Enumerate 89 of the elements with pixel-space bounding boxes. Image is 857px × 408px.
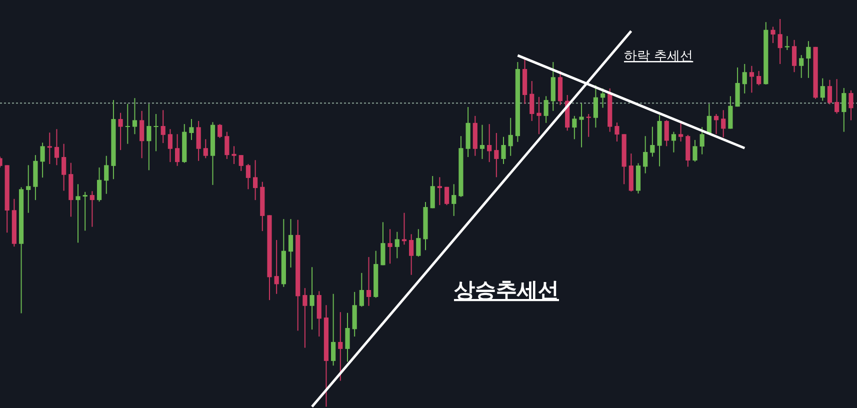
candlestick [118, 112, 123, 151]
candlestick [834, 78, 840, 114]
candlestick [444, 186, 450, 206]
candlestick [40, 142, 45, 178]
candlestick [728, 96, 733, 130]
candlestick [714, 113, 719, 135]
candlestick [416, 228, 421, 258]
candlestick [394, 231, 400, 259]
candlestick [784, 36, 790, 51]
candlestick [799, 54, 804, 78]
candlestick [47, 132, 52, 164]
candlestick [345, 312, 350, 362]
candlestick [487, 124, 492, 163]
candlestick [579, 103, 584, 148]
candlestick [586, 113, 591, 138]
annotation: 하락 추세선 [624, 49, 694, 64]
candlestick [196, 120, 201, 162]
candlestick [54, 128, 60, 166]
candlestick [238, 154, 244, 172]
candlestick [359, 272, 364, 308]
candlestick [132, 98, 138, 135]
candlestick [90, 190, 94, 228]
annotation: 상승추세선 [454, 278, 559, 302]
candlestick [62, 143, 66, 192]
candlestick [770, 26, 776, 44]
candlestick [125, 103, 130, 144]
candlestick [302, 288, 308, 348]
candlestick [650, 126, 655, 158]
candlestick [430, 176, 435, 209]
candlestick [692, 139, 698, 162]
candlestick [536, 96, 542, 135]
candlestick [160, 110, 166, 144]
candlestick [530, 80, 534, 122]
candlestick [203, 138, 208, 159]
candlestick [452, 184, 456, 216]
candlestick [501, 136, 506, 164]
candlestick [700, 126, 704, 155]
candlestick [820, 78, 825, 102]
candlestick [721, 110, 726, 138]
candlestick [778, 18, 782, 64]
candlestick [593, 84, 598, 128]
candlestick [232, 146, 236, 164]
candlestick [678, 122, 684, 142]
candlestick [224, 131, 230, 160]
candlestick [380, 222, 386, 266]
candlestick [96, 166, 102, 202]
candlestick [749, 65, 754, 94]
candlestick [310, 266, 314, 330]
candlestick [402, 212, 407, 246]
candlestick [76, 184, 80, 244]
candlestick [735, 66, 740, 108]
candlestick [544, 96, 548, 124]
candlestick [842, 88, 846, 132]
candlestick [366, 256, 372, 306]
candlestick [792, 39, 797, 73]
candlestick [246, 164, 251, 190]
candlestick [409, 234, 414, 276]
candlestick [664, 120, 669, 147]
candlestick [253, 160, 258, 201]
candlestick [104, 155, 109, 194]
candlestick [189, 118, 194, 140]
candlestick [494, 132, 499, 178]
candlestick [174, 134, 180, 166]
candlestick [643, 136, 648, 174]
candlestick [331, 293, 336, 366]
candlestick [614, 122, 620, 142]
candlestick [437, 176, 442, 206]
candlestick [480, 124, 485, 160]
candlestick [756, 70, 762, 86]
candlestick [140, 110, 144, 159]
candlestick [26, 164, 31, 214]
candlestick [848, 90, 854, 121]
candlestick [806, 40, 811, 78]
candlestick [288, 218, 294, 268]
candlestick [218, 124, 222, 139]
candlestick [316, 290, 322, 338]
candlestick [274, 239, 279, 294]
candlestick [572, 115, 577, 140]
candlestick [82, 191, 88, 232]
candlestick [742, 63, 747, 94]
candlestick [146, 103, 152, 171]
candlestick [154, 113, 158, 152]
candlestick [388, 228, 392, 264]
candlestick [508, 117, 513, 156]
candlestick [600, 88, 606, 108]
candlestick [827, 79, 832, 105]
candlestick [168, 128, 172, 163]
candlestick [671, 131, 676, 153]
candlestick [338, 312, 343, 382]
